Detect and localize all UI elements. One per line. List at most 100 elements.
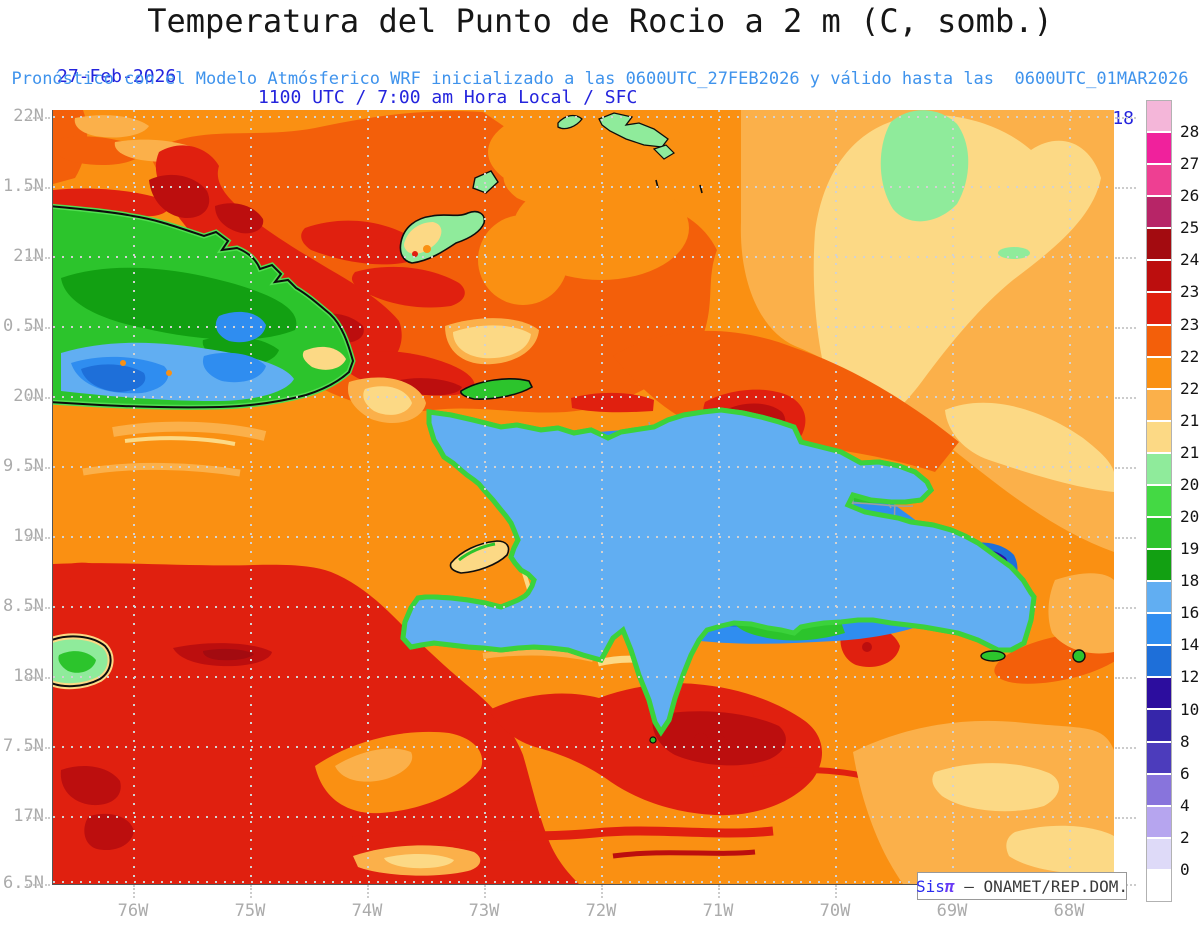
y-axis-label: 7.5N — [3, 736, 44, 756]
y-tick-dots — [26, 747, 50, 749]
colorbar-tick-label: 4 — [1180, 795, 1190, 815]
x-axis-label: 69W — [936, 901, 968, 921]
y-tick-dots — [1115, 677, 1136, 679]
colorbar-tick-label: 21 — [1180, 442, 1200, 462]
watermark-text: – ONAMET/REP.DOM. — [954, 876, 1128, 896]
y-tick-dots — [26, 397, 50, 399]
x-tick-dots — [367, 885, 369, 898]
cuba-landmass — [53, 203, 356, 410]
y-tick-dots — [1115, 607, 1136, 609]
x-axis-label: 68W — [1053, 901, 1085, 921]
colorbar-segment — [1147, 133, 1171, 164]
colorbar-tick-label: 19 — [1180, 539, 1200, 559]
colorbar-tick-label: 25 — [1180, 218, 1200, 238]
dewpoint-shaded-map — [53, 110, 1114, 884]
inagua-islands — [399, 170, 499, 264]
x-axis-label: 73W — [468, 901, 500, 921]
colorbar-tick-label: 22.5 — [1180, 346, 1200, 366]
y-tick-dots — [1115, 327, 1136, 329]
colorbar-tick-label: 14 — [1180, 635, 1200, 655]
y-tick-dots — [1115, 187, 1136, 189]
y-axis-label: 0.5N — [3, 316, 44, 336]
watermark-brand: Sis — [916, 876, 945, 896]
saona-island — [980, 650, 1006, 662]
colorbar-segment — [1147, 710, 1171, 741]
x-tick-dots — [835, 885, 837, 898]
colorbar-tick-label: 22 — [1180, 378, 1200, 398]
colorbar-segment — [1147, 806, 1171, 837]
colorbar-segment — [1147, 357, 1171, 388]
colorbar-segment — [1147, 389, 1171, 420]
run-date: 27-Feb-2026 — [57, 66, 177, 87]
x-axis-label: 71W — [702, 901, 734, 921]
x-axis-label: 76W — [117, 901, 149, 921]
y-tick-dots — [26, 677, 50, 679]
watermark-badge: Sis π – ONAMET/REP.DOM. — [916, 872, 1128, 900]
x-tick-dots — [133, 885, 135, 898]
colorbar-segment — [1147, 325, 1171, 356]
colorbar-tick-label: 28 — [1180, 122, 1200, 142]
y-tick-dots — [26, 537, 50, 539]
valid-time: 1100 UTC / 7:00 am Hora Local / SFC — [258, 87, 638, 108]
x-tick-dots — [718, 885, 720, 898]
x-axis-label: 74W — [351, 901, 383, 921]
gonave-island — [449, 540, 510, 574]
colorbar-tick-label: 0 — [1180, 859, 1190, 879]
turks-caicos-islands — [557, 112, 703, 194]
colorbar-tick-label: 6 — [1180, 763, 1190, 783]
map-canvas — [52, 110, 1114, 885]
y-axis-label: 18N — [13, 666, 44, 686]
colorbar-segment — [1147, 614, 1171, 645]
colorbar-tick-label: 10 — [1180, 699, 1200, 719]
colorbar-tick-label: 23.5 — [1180, 282, 1200, 302]
y-tick-dots — [26, 467, 50, 469]
y-axis-label: 22N — [13, 106, 44, 126]
x-axis-label: 72W — [585, 901, 617, 921]
header-line: 27-Feb-2026 1100 UTC / 7:00 am Hora Loca… — [0, 45, 1200, 129]
colorbar-tick-label: 16 — [1180, 603, 1200, 623]
model-info-line: Pronóstico con el Modelo Atmósferico WRF… — [11, 69, 1189, 89]
y-tick-dots — [1115, 537, 1136, 539]
page-title: Temperatura del Punto de Rocio a 2 m (C,… — [147, 2, 1053, 40]
colorbar-segment — [1147, 678, 1171, 709]
colorbar-segment — [1147, 165, 1171, 196]
x-tick-dots — [601, 885, 603, 898]
y-tick-dots — [1115, 747, 1136, 749]
x-axis-label: 70W — [819, 901, 851, 921]
x-axis-label: 75W — [234, 901, 266, 921]
y-axis-label: 19N — [13, 526, 44, 546]
tortuga-island — [460, 378, 534, 400]
colorbar-tick-label: 23 — [1180, 314, 1200, 334]
colorbar-segment — [1147, 293, 1171, 324]
mona-island — [1072, 649, 1086, 663]
colorbar-tick-label: 20 — [1180, 507, 1200, 527]
colorbar-segment — [1147, 550, 1171, 581]
colorbar-tick-label: 20.5 — [1180, 474, 1200, 494]
colorbar-segment — [1147, 485, 1171, 517]
y-axis-label: 9.5N — [3, 456, 44, 476]
y-tick-dots — [1115, 117, 1136, 119]
y-tick-dots — [1115, 397, 1136, 399]
colorbar-segment — [1147, 646, 1171, 677]
colorbar-tick-label: 18 — [1180, 571, 1200, 591]
colorbar-segment — [1147, 870, 1171, 901]
y-axis-label: 17N — [13, 806, 44, 826]
colorbar-segment — [1147, 838, 1171, 869]
watermark-pi-icon: π — [944, 876, 955, 896]
y-axis-label: 6.5N — [3, 873, 44, 893]
colorbar-segment — [1147, 101, 1171, 132]
colorbar-tick-label: 8 — [1180, 731, 1190, 751]
colorbar-segment — [1147, 421, 1171, 452]
colorbar-tick-label: 12 — [1180, 667, 1200, 687]
jamaica-landmass — [53, 633, 114, 690]
colorbar-tick-label: 27 — [1180, 154, 1200, 174]
colorbar-segment — [1147, 582, 1171, 613]
y-tick-dots — [26, 187, 50, 189]
lat-lon-gridlines — [53, 110, 1114, 884]
colorbar-segment — [1147, 261, 1171, 292]
colorbar-tick-label: 2 — [1180, 827, 1190, 847]
y-tick-dots — [1115, 817, 1136, 819]
y-axis-label: 1.5N — [3, 176, 44, 196]
colorbar — [1146, 100, 1172, 902]
